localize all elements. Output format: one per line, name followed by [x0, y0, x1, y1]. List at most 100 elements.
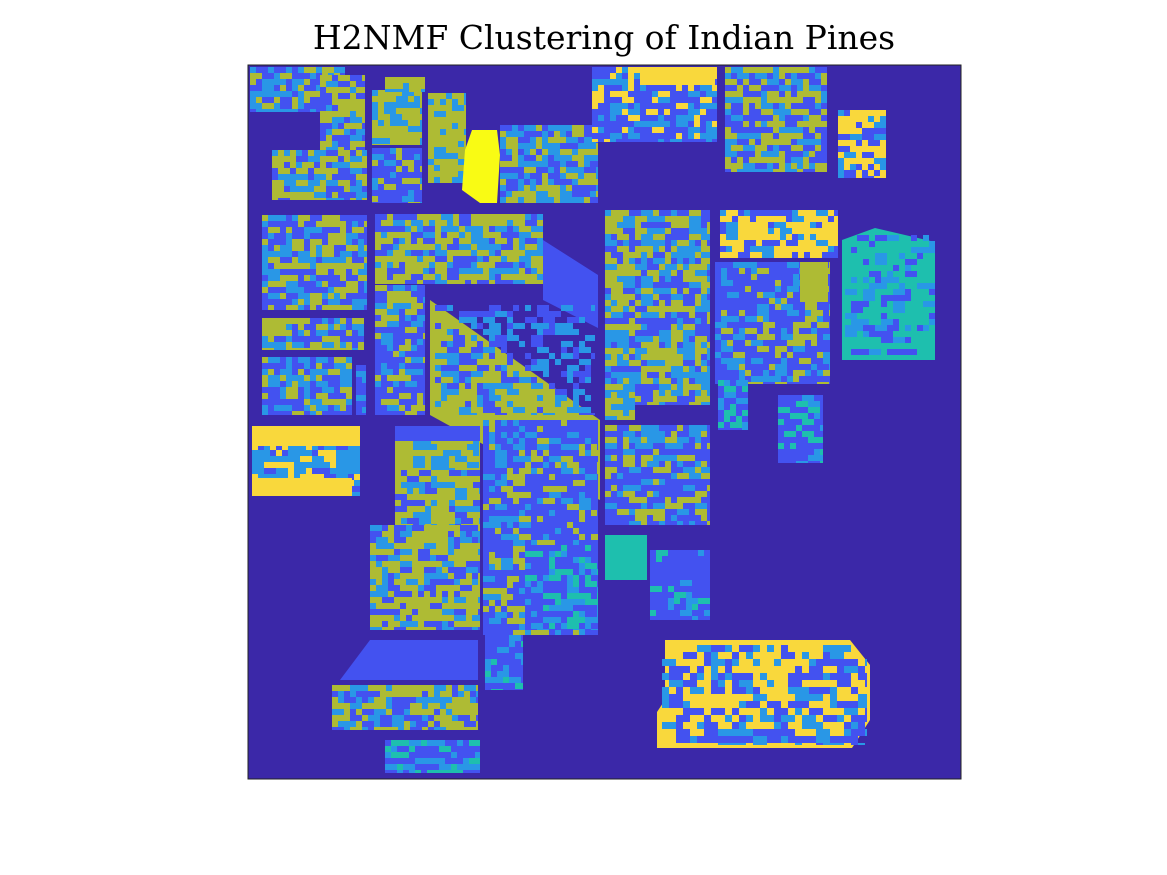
cluster-pixel: [370, 531, 382, 537]
cluster-pixel: [356, 198, 362, 200]
cluster-pixel: [780, 234, 786, 240]
cluster-pixel: [286, 369, 292, 375]
cluster-pixel: [298, 357, 310, 363]
cluster-pixel: [461, 518, 473, 524]
cluster-pixel: [512, 179, 518, 185]
cluster-pixel: [868, 116, 874, 122]
cluster-pixel: [405, 327, 417, 333]
cluster-pixel: [739, 680, 753, 687]
cluster-pixel: [816, 222, 822, 228]
cluster-pixel: [274, 281, 280, 287]
cluster-pixel: [573, 317, 579, 323]
cluster-pixel: [489, 420, 495, 426]
cluster-pixel: [761, 115, 773, 121]
cluster-pixel: [531, 323, 537, 329]
cluster-pixel: [328, 324, 334, 330]
cluster-pixel: [429, 268, 435, 274]
cluster-pixel: [413, 476, 419, 482]
cluster-pixel: [561, 623, 567, 629]
cluster-pixel: [298, 369, 304, 375]
cluster-pixel: [905, 265, 911, 271]
cluster-pixel: [811, 364, 817, 370]
cluster-pixel: [513, 630, 525, 635]
cluster-pixel: [549, 557, 555, 563]
cluster-pixel: [362, 150, 367, 156]
cluster-pixel: [304, 405, 310, 411]
cluster-pixel: [694, 115, 700, 121]
cluster-pixel: [566, 161, 578, 167]
cluster-pixel: [635, 384, 641, 390]
cluster-pixel: [512, 191, 524, 197]
cluster-pixel: [489, 564, 495, 570]
cluster-pixel: [375, 220, 381, 226]
cluster-pixel: [262, 411, 268, 415]
cluster-pixel: [605, 246, 617, 252]
cluster-pixel: [802, 715, 816, 722]
cluster-pixel: [284, 174, 296, 180]
cluster-pixel: [458, 159, 464, 165]
cluster-pixel: [489, 341, 495, 347]
cluster-pixel: [418, 591, 424, 597]
cluster-pixel: [286, 393, 298, 399]
cluster-pixel: [751, 262, 757, 268]
cluster-pixel: [404, 715, 416, 721]
cluster-pixel: [394, 555, 400, 561]
cluster-pixel: [802, 722, 816, 729]
cluster-pixel: [501, 365, 507, 371]
cluster-pixel: [310, 97, 316, 103]
cluster-pixel: [830, 736, 844, 743]
cluster-pixel: [531, 540, 537, 546]
cluster-pixel: [489, 522, 501, 528]
cluster-pixel: [459, 232, 465, 238]
cluster-pixel: [411, 220, 423, 226]
cluster-pixel: [304, 399, 310, 405]
cluster-pixel: [793, 370, 805, 376]
cluster-pixel: [452, 177, 464, 183]
cluster-pixel: [773, 163, 779, 169]
cluster-pixel: [592, 91, 604, 97]
cluster-pixel: [472, 531, 478, 537]
cluster-pixel: [395, 506, 407, 512]
cluster-pixel: [477, 323, 483, 329]
cluster-pixel: [425, 444, 437, 450]
cluster-pixel: [448, 609, 454, 615]
cluster-pixel: [746, 673, 753, 680]
cluster-pixel: [384, 138, 390, 144]
cluster-pixel: [298, 215, 310, 221]
cluster-pixel: [455, 512, 467, 518]
cluster-pixel: [611, 342, 617, 348]
cluster-pixel: [905, 337, 911, 343]
cluster-pixel: [929, 313, 935, 319]
cluster-pixel: [519, 426, 525, 432]
cluster-pixel: [555, 438, 561, 444]
cluster-pixel: [425, 512, 431, 518]
cluster-pixel: [605, 443, 617, 449]
cluster-pixel: [435, 274, 441, 280]
cluster-pixel: [401, 470, 407, 476]
cluster-pixel: [489, 438, 495, 444]
cluster-pixel: [531, 377, 537, 383]
cluster-pixel: [868, 140, 880, 146]
cluster-pixel: [543, 329, 555, 335]
cluster-pixel: [336, 444, 348, 450]
cluster-pixel: [677, 288, 683, 294]
cluster-pixel: [683, 729, 690, 736]
cluster-pixel: [518, 167, 524, 173]
cluster-pixel: [742, 428, 748, 430]
cluster-pixel: [507, 516, 519, 522]
cluster-pixel: [473, 482, 479, 488]
cluster-pixel: [590, 179, 598, 185]
cluster-pixel: [683, 264, 689, 270]
cluster-pixel: [431, 476, 437, 482]
cluster-pixel: [382, 525, 388, 531]
cluster-pixel: [387, 345, 393, 351]
cluster-pixel: [537, 347, 549, 353]
cluster-pixel: [793, 328, 799, 334]
cluster-pixel: [793, 376, 799, 382]
cluster-pixel: [781, 328, 787, 334]
cluster-pixel: [381, 250, 387, 256]
cluster-pixel: [622, 109, 628, 115]
cluster-pixel: [262, 336, 268, 342]
cluster-pixel: [585, 581, 597, 587]
cluster-pixel: [417, 405, 425, 411]
